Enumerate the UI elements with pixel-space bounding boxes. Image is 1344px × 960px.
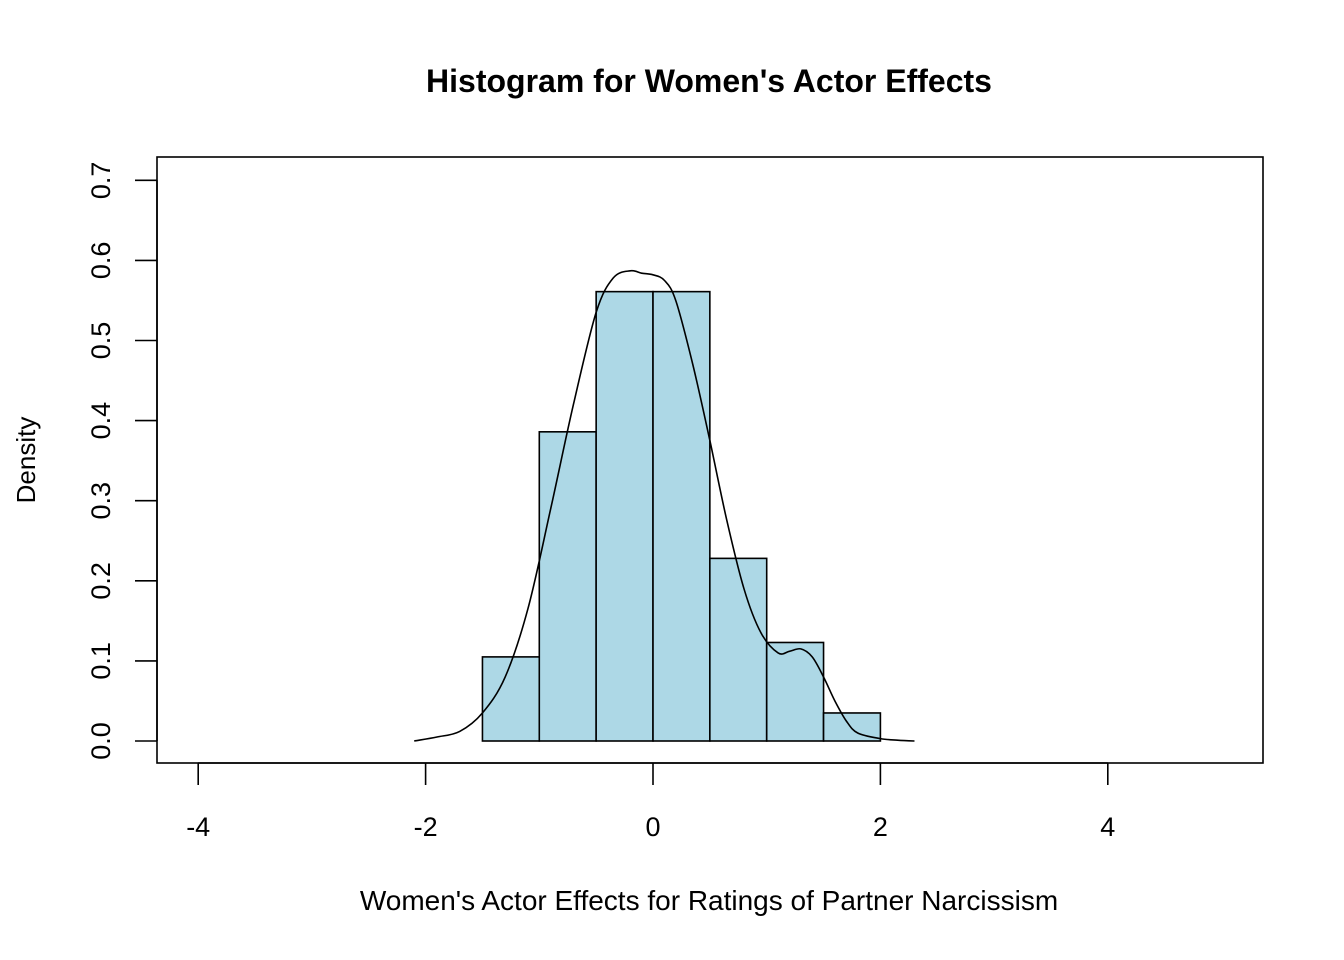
y-tick-label: 0.1 (86, 642, 116, 680)
histogram-bar-6 (765, 641, 825, 742)
chart-title: Histogram for Women's Actor Effects (426, 63, 992, 99)
x-tick-label: 0 (645, 812, 660, 842)
x-tick-label: -2 (414, 812, 438, 842)
histogram-bar-5 (709, 557, 768, 742)
density-curve (414, 269, 915, 742)
y-tick-label: 0.7 (86, 162, 116, 200)
y-tick-label: 0.0 (86, 722, 116, 760)
y-tick-label: 0.4 (86, 402, 116, 440)
y-tick-label: 0.2 (86, 562, 116, 600)
x-tick-label: -4 (186, 812, 210, 842)
y-tick-label: 0.3 (86, 482, 116, 520)
x-tick-label: 4 (1100, 812, 1115, 842)
histogram-bars (481, 290, 882, 742)
y-tick-label: 0.5 (86, 322, 116, 360)
x-axis-label: Women's Actor Effects for Ratings of Par… (360, 885, 1058, 916)
histogram-bar-7 (822, 712, 882, 742)
y-axis: 0.0 0.1 0.2 0.3 0.4 0.5 0.6 0.7 (86, 162, 158, 760)
y-tick-label: 0.6 (86, 242, 116, 280)
histogram-bar-1 (481, 656, 541, 742)
histogram-bar-2 (538, 431, 597, 742)
histogram-bar-3 (595, 290, 654, 742)
x-axis: -4 -2 0 2 4 (186, 762, 1115, 842)
y-axis-label: Density (11, 417, 41, 504)
x-tick-label: 2 (873, 812, 888, 842)
histogram-bar-4 (652, 290, 711, 742)
